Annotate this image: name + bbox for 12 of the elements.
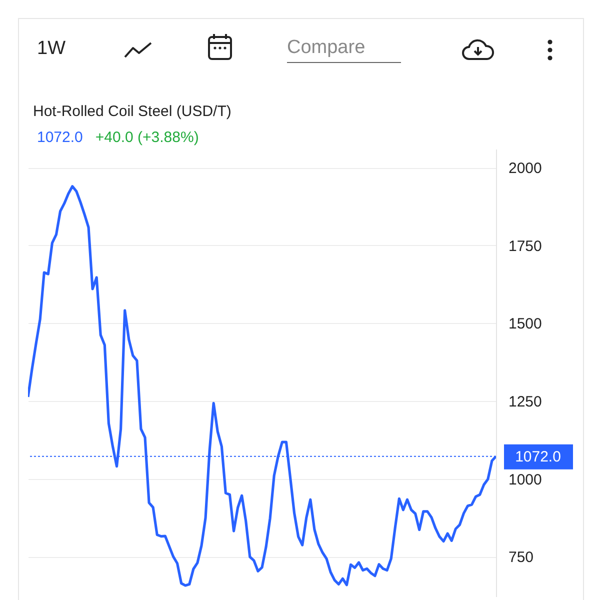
text: +40.0 (+3.88%) (95, 129, 199, 146)
chart-title: Hot-Rolled Coil Steel (USD/T) (33, 103, 232, 120)
text: 1W (37, 38, 66, 60)
y-tick-label: 750 (508, 549, 534, 566)
compare-field: Compare (287, 37, 401, 63)
chart-subtitle: 1072.0 (37, 129, 83, 146)
y-tick-label: 1000 (508, 471, 542, 488)
y-tick-label: 1750 (508, 238, 542, 255)
ref-line-label: 1072.0 (515, 448, 561, 466)
y-tick-label: 1250 (508, 394, 542, 410)
y-tick-label: 2000 (508, 160, 542, 178)
y-tick-label: 1500 (508, 316, 542, 333)
